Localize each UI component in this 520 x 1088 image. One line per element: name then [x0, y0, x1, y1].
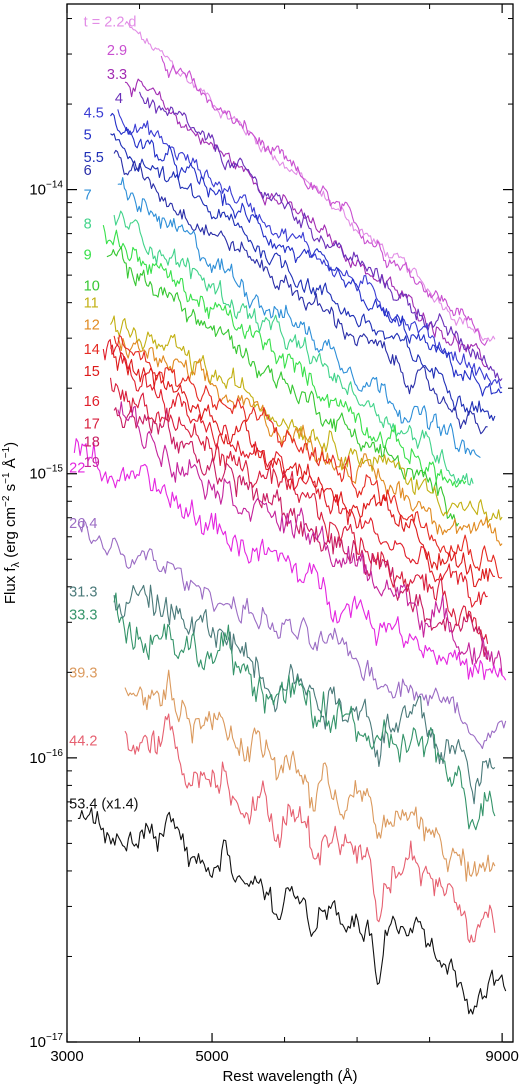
spectrum-line-17	[109, 377, 489, 644]
epoch-label-21: 26.4	[69, 516, 97, 532]
epoch-label-8: 7	[84, 188, 92, 204]
spectrum-line-14	[113, 334, 503, 579]
spectrum-line-11	[106, 246, 460, 527]
spectrum-line-26	[77, 807, 507, 1015]
spectrum-line-25	[124, 713, 496, 943]
spectrum-line-4	[117, 109, 503, 389]
y-tick-label-3: 10−14	[29, 180, 63, 199]
spectrum-line-21	[77, 519, 507, 750]
epoch-label-10: 9	[84, 248, 92, 264]
epoch-label-9: 8	[84, 216, 92, 232]
spectrum-line-22	[113, 584, 496, 805]
y-tick-label-1: 10−16	[29, 748, 63, 767]
epoch-label-5: 5	[84, 128, 92, 144]
epoch-label-17: 17	[84, 417, 100, 433]
spectrum-line-9	[113, 210, 474, 486]
spectrum-line-1	[160, 55, 489, 346]
epoch-label-22: 31.3	[69, 585, 97, 601]
spectrum-line-12	[110, 315, 503, 524]
epoch-label-13: 12	[84, 318, 100, 334]
epoch-label-3: 4	[115, 91, 123, 107]
epoch-label-15: 15	[84, 364, 100, 380]
y-tick-label-0: 10−17	[29, 1032, 63, 1051]
x-tick-label-2: 9000	[485, 1048, 518, 1065]
epoch-label-11: 10	[84, 278, 100, 294]
epoch-label-14: 14	[84, 342, 100, 358]
spectrum-line-15	[110, 344, 495, 588]
spectrum-line-2	[124, 78, 489, 368]
spectrum-line-13	[117, 337, 503, 547]
epoch-label-25: 44.2	[69, 734, 97, 750]
epoch-label-23: 33.3	[69, 607, 97, 623]
spectrum-line-6	[110, 133, 496, 422]
spectrum-line-10	[102, 224, 467, 488]
x-tick-label-1: 5000	[195, 1048, 228, 1065]
epoch-label-2: 3.3	[107, 67, 127, 83]
epoch-label-0: t = 2.2 d	[84, 15, 137, 31]
x-tick-label-0: 3000	[50, 1048, 83, 1065]
spectrum-line-7	[113, 149, 488, 435]
spectrum-line-3	[138, 91, 503, 382]
spectrum-line-19	[117, 401, 503, 676]
epoch-label-16: 16	[84, 394, 100, 410]
epoch-label-18: 18	[84, 434, 100, 450]
spectrum-line-23	[113, 592, 496, 831]
epoch-label-1: 2.9	[107, 43, 127, 59]
axis-ticks: 3000 5000 9000 10−17 10−16 10−15 10−14	[29, 4, 519, 1065]
epoch-labels: t = 2.2 d 2.9 3.3 4 4.5 5 5.56 7 8 9 10 11 12 14 15 16 1…	[69, 15, 138, 813]
epoch-label-7: 6	[84, 163, 92, 179]
spectrum-line-24	[124, 669, 496, 882]
epoch-label-19: 19	[84, 455, 100, 471]
spectrum-line-0	[124, 21, 496, 342]
epoch-label-24: 39.3	[69, 665, 97, 681]
spectrum-line-5	[110, 112, 503, 397]
epoch-label-4: 4.5	[84, 105, 104, 121]
series-layer	[73, 21, 507, 1015]
spectrum-line-8	[117, 177, 481, 459]
epoch-label-26: 53.4 (x1.4)	[69, 797, 138, 813]
epoch-label-6: 5.5	[84, 150, 104, 166]
plot-frame	[66, 3, 514, 1043]
y-tick-label-2: 10−15	[29, 464, 63, 483]
x-axis-title: Rest wavelength (Å)	[222, 1068, 357, 1085]
epoch-label-20: 22	[69, 461, 85, 477]
epoch-label-12: 11	[84, 296, 99, 312]
spectrum-line-20	[73, 438, 507, 681]
y-axis-title: Flux fλ (erg cm−2 s−1 Å−1)	[1, 442, 22, 604]
spectrum-line-18	[113, 406, 489, 660]
